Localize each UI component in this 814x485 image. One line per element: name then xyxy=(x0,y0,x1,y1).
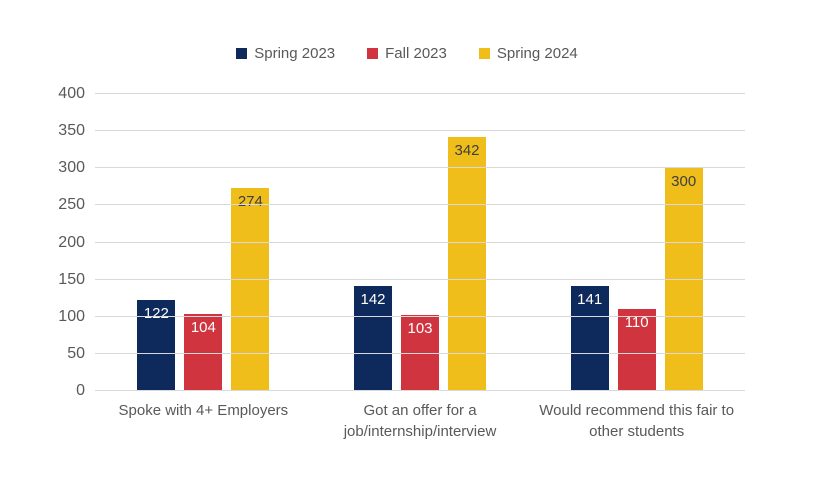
bar-value-label: 142 xyxy=(360,290,386,308)
gridline xyxy=(95,278,745,280)
y-tick-label: 400 xyxy=(58,85,85,102)
bar: 122 xyxy=(137,300,176,391)
gridline xyxy=(95,204,745,206)
bar: 274 xyxy=(231,187,270,391)
bar: 141 xyxy=(570,286,609,391)
bar: 142 xyxy=(354,285,392,391)
y-tick-label: 50 xyxy=(67,344,85,362)
legend-swatch-icon xyxy=(236,48,248,59)
bars-layer: 122 104 274 142 103 342 141 110 300 xyxy=(95,94,745,391)
bar-group: 122 104 274 xyxy=(95,94,312,391)
bar: 110 xyxy=(617,309,656,391)
bar-value-label: 103 xyxy=(407,319,433,337)
bar-value-label: 110 xyxy=(624,314,649,332)
legend-item-1: Spring 2023 xyxy=(236,45,335,62)
bar: 300 xyxy=(664,168,703,391)
bar: 342 xyxy=(448,137,486,391)
y-tick-label: 150 xyxy=(58,270,85,288)
legend-swatch-icon xyxy=(367,48,379,59)
legend-item-3: Spring 2024 xyxy=(478,45,578,62)
legend-label: Spring 2024 xyxy=(496,45,578,62)
y-tick-label: 200 xyxy=(58,233,85,251)
bar: 103 xyxy=(401,314,439,391)
x-axis-labels: Spoke with 4+ Employers Got an offer for … xyxy=(95,400,745,442)
bar-value-label: 104 xyxy=(190,318,216,336)
y-axis-labels: 0 50 100 150 200 250 300 350 400 xyxy=(0,86,85,399)
gridline xyxy=(95,130,745,132)
gridline xyxy=(95,390,745,391)
bar-value-label: 300 xyxy=(671,173,697,191)
legend-label: Fall 2023 xyxy=(385,45,447,62)
y-tick-label: 250 xyxy=(58,196,85,214)
legend-swatch-icon xyxy=(478,48,490,59)
y-tick-label: 350 xyxy=(58,122,85,140)
plot-area: 122 104 274 142 103 342 141 110 300 xyxy=(95,93,745,391)
bar-group: 142 103 342 xyxy=(312,94,529,391)
gridline xyxy=(95,167,745,169)
bar-value-label: 141 xyxy=(577,291,603,309)
bar-group: 141 110 300 xyxy=(528,94,745,391)
legend: Spring 2023 Fall 2023 Spring 2024 xyxy=(0,45,814,62)
bar-value-label: 274 xyxy=(237,192,263,210)
legend-item-2: Fall 2023 xyxy=(367,45,447,62)
y-tick-label: 300 xyxy=(58,159,85,177)
x-category-label: Got an offer for a job/internship/interv… xyxy=(343,402,497,440)
bar: 104 xyxy=(184,313,223,391)
gridline xyxy=(95,315,745,317)
y-tick-label: 100 xyxy=(58,307,85,325)
x-category-label: Would recommend this fair to other stude… xyxy=(539,402,735,440)
x-category-label: Spoke with 4+ Employers xyxy=(118,402,289,419)
gridline xyxy=(95,352,745,354)
legend-label: Spring 2023 xyxy=(254,45,336,62)
y-tick-label: 0 xyxy=(76,382,85,399)
bar-value-label: 342 xyxy=(454,142,480,160)
bar-value-label: 122 xyxy=(143,305,169,323)
gridline xyxy=(95,93,745,94)
gridline xyxy=(95,241,745,243)
